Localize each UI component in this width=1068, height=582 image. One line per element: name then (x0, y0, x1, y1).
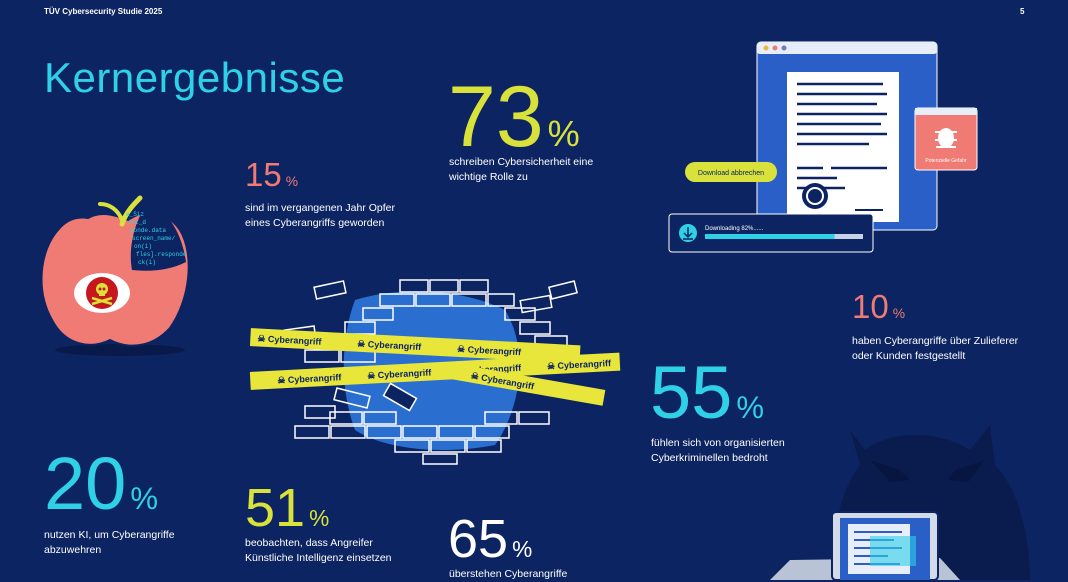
stat-51-description: beobachten, dass Angreifer Künstliche Int… (245, 537, 392, 564)
stat-20-value: 20% (44, 442, 158, 525)
stat-65-value: 65% (448, 509, 533, 569)
svg-text:☠ Cyberangriff: ☠ Cyberangriff (367, 367, 433, 380)
downloading-status: Downloading 82%...... (705, 226, 764, 232)
page-number: 5 (1020, 7, 1025, 16)
svg-text:☠ Cyberangriff: ☠ Cyberangriff (547, 358, 613, 371)
svg-text:☠ Cyberangriff: ☠ Cyberangriff (457, 344, 523, 357)
code-line: fles].responde (136, 251, 187, 258)
download-icon (683, 227, 693, 240)
download-cancel-label: Download abbrechen (698, 170, 764, 177)
stat-10-value: 10% (852, 288, 906, 325)
stat-73-description: schreiben Cybersicherheit eine wichtige R… (449, 156, 594, 183)
page-title: Kernergebnisse (44, 54, 346, 101)
svg-text:☠ Cyberangriff: ☠ Cyberangriff (257, 333, 323, 346)
hacked-apple-illustration: a_Sizist_dponde.datascreen_name/on(i)fle… (40, 195, 190, 356)
stat-51-value: 51% (245, 478, 330, 538)
stat-55-value: 55% (650, 351, 764, 434)
code-line: ponde.data (130, 227, 166, 234)
document-title: TÜV Cybersecurity Studie 2025 (44, 7, 163, 16)
stat-10-description: haben Cyberangriffe über Zulieferer oder … (852, 335, 1019, 362)
warning-tape-1: ☠ Cyberangriff ☠ Cyberangriff ☠ Cyberang… (249, 328, 581, 364)
stat-65-description: überstehen Cyberangriffe (449, 568, 568, 580)
code-line: ck(i) (138, 259, 156, 266)
skull-icon (91, 283, 113, 306)
danger-label: Potenzielle Gefahr (925, 158, 966, 164)
svg-text:☠ Cyberangriff: ☠ Cyberangriff (357, 339, 423, 352)
code-line: screen_name/ (132, 235, 176, 242)
breached-wall-illustration: ☠ Cyberangriff ☠ Cyberangriff ☠ Cyberang… (249, 279, 621, 465)
code-line: a_Siz (126, 211, 144, 218)
stat-15-value: 15% (245, 156, 299, 193)
svg-text:☠ Cyberangriff: ☠ Cyberangriff (277, 372, 343, 385)
stat-15-description: sind im vergangenen Jahr Opfer eines Cybe… (245, 202, 395, 229)
code-line: ist_d (128, 219, 146, 226)
code-line: on(i) (134, 243, 152, 250)
download-document-illustration: Potenzielle Gefahr Download abbrechen Do… (668, 41, 978, 253)
bug-icon (935, 128, 957, 148)
stat-55-description: fühlen sich von organisierten Cyberkrimin… (651, 437, 785, 464)
stat-73-value: 73% (448, 69, 580, 165)
download-progress-fill (705, 234, 835, 239)
stat-20-description: nutzen KI, um Cyberangriffe abzuwehren (44, 529, 175, 556)
download-cancel-button[interactable] (685, 162, 777, 182)
hacker-illustration (770, 425, 1030, 580)
